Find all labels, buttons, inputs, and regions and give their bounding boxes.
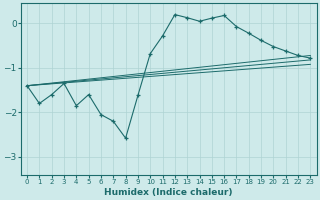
X-axis label: Humidex (Indice chaleur): Humidex (Indice chaleur) xyxy=(104,188,233,197)
